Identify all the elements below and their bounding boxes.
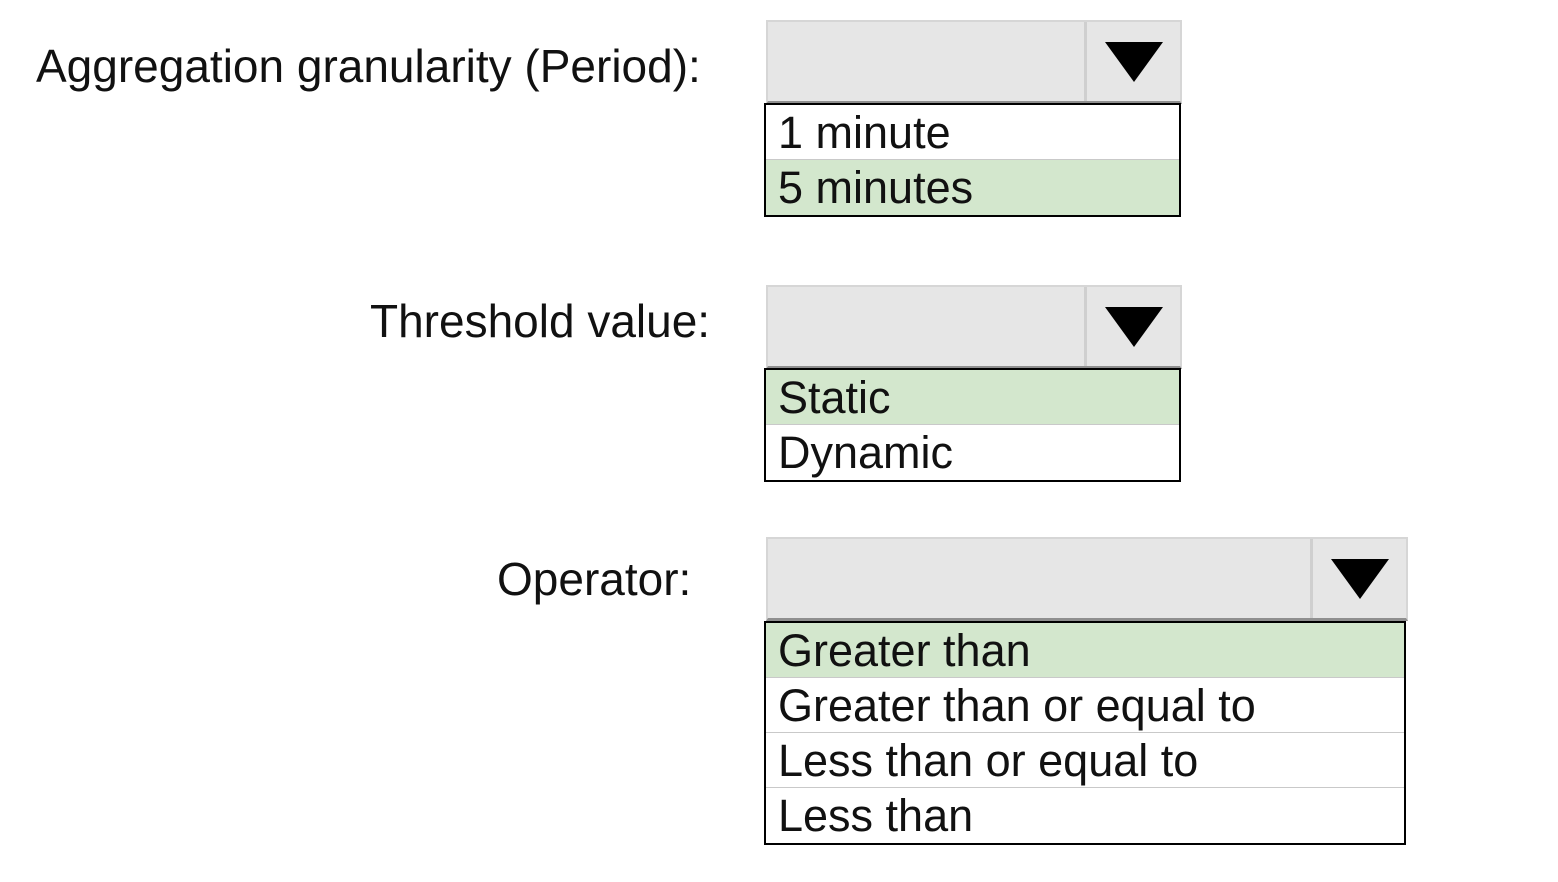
option-greater-than[interactable]: Greater than [766,623,1404,678]
operator-options: Greater than Greater than or equal to Le… [764,621,1406,845]
aggregation-granularity-label: Aggregation granularity (Period): [36,40,701,92]
operator-dropdown-button[interactable] [1310,539,1406,618]
chevron-down-icon [1104,306,1163,347]
threshold-value-dropdown[interactable] [766,285,1182,369]
option-dynamic[interactable]: Dynamic [778,427,954,478]
aggregation-granularity-options: 1 minute 5 minutes [764,103,1181,217]
chevron-down-icon [1104,41,1163,82]
option-less-than[interactable]: Less than [778,790,974,841]
aggregation-granularity-field[interactable] [768,22,1084,101]
option-5-minutes[interactable]: 5 minutes [766,160,1179,215]
chevron-down-icon [1330,558,1389,599]
threshold-value-options: Static Dynamic [764,368,1181,482]
aggregation-granularity-dropdown[interactable] [766,20,1182,104]
option-greater-than-or-equal-to[interactable]: Greater than or equal to [766,678,1404,733]
threshold-value-field[interactable] [768,287,1084,366]
option-less-than-or-equal-to[interactable]: Less than or equal to [766,733,1404,788]
threshold-value-dropdown-button[interactable] [1084,287,1180,366]
option-1-minute[interactable]: 1 minute [766,105,1179,160]
operator-dropdown[interactable] [766,537,1408,621]
threshold-value-label: Threshold value: [370,295,711,347]
operator-field[interactable] [768,539,1310,618]
aggregation-granularity-dropdown-button[interactable] [1084,22,1180,101]
operator-label: Operator: [497,553,692,605]
option-static[interactable]: Static [766,370,1179,425]
